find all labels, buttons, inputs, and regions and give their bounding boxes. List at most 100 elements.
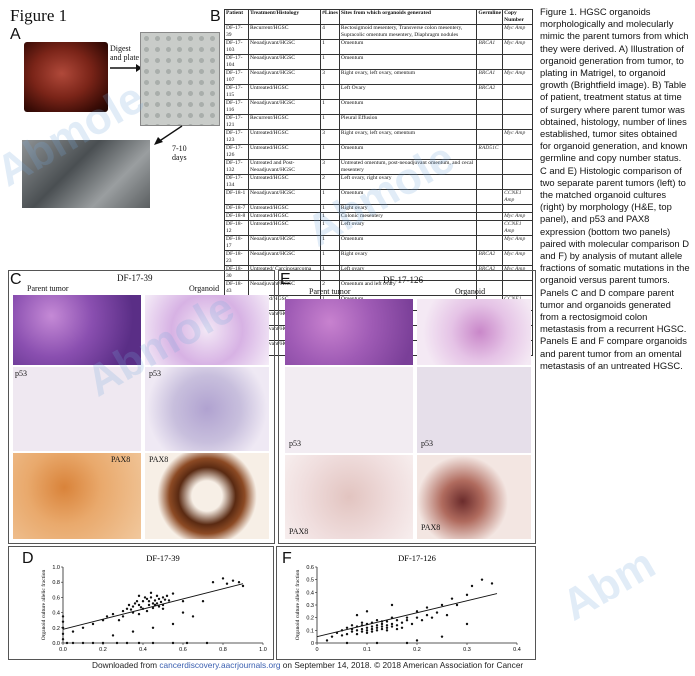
col-patient: Patient xyxy=(224,9,249,25)
data-point xyxy=(350,630,354,633)
cell-copy-number xyxy=(502,84,533,100)
data-point xyxy=(405,616,409,619)
cell-lines: 1 xyxy=(320,39,340,55)
cell-germline xyxy=(476,24,504,40)
data-point xyxy=(151,626,155,629)
cell-treatment: Neoadjuvant/HGSC xyxy=(247,99,322,115)
cell-germline: BRCA2 xyxy=(476,250,504,266)
cell-treatment: Neoadjuvant/HGSC xyxy=(247,54,322,70)
cell-treatment: Neoadjuvant/HGSC xyxy=(247,189,322,205)
data-point xyxy=(345,632,349,636)
cell-germline xyxy=(476,114,504,130)
c-parent-he-image xyxy=(13,295,141,365)
data-point xyxy=(415,610,419,613)
panel-f: DF-17-126 Organoid culture allelic fracti… xyxy=(276,546,536,660)
data-point xyxy=(157,605,161,608)
cell-germline: BRCA1 xyxy=(476,69,504,85)
data-point xyxy=(465,593,469,597)
data-point xyxy=(171,641,175,645)
cell-treatment: Neoadjuvant/HGSC xyxy=(247,235,322,251)
cell-lines: 3 xyxy=(320,129,340,145)
data-point xyxy=(410,622,414,626)
y-tick-label: 0.6 xyxy=(306,565,314,571)
cell-lines: 1 xyxy=(320,54,340,70)
c-organoid-pax8-image xyxy=(145,453,269,539)
x-tick-label: 0.4 xyxy=(139,647,147,653)
data-point xyxy=(390,625,394,628)
col-germline: Germline xyxy=(476,9,504,25)
plate-photo xyxy=(140,32,220,126)
panel-e-label: E xyxy=(280,271,291,288)
footer-prefix: Downloaded from xyxy=(92,660,160,670)
data-point xyxy=(465,622,469,626)
data-point xyxy=(345,626,349,629)
table-row: DF-18-23 Neoadjuvant/HGSC 1 Right ovary BRCA… xyxy=(224,250,533,266)
cell-patient: DF-17-121 xyxy=(224,114,249,130)
data-point xyxy=(375,624,379,627)
data-point xyxy=(191,615,195,618)
data-point xyxy=(400,626,404,629)
data-point xyxy=(440,635,444,638)
data-point xyxy=(181,611,185,614)
data-point xyxy=(61,632,65,636)
table-row: DF-17-104 Neoadjuvant/HGSC 1 Omentum xyxy=(224,54,533,70)
y-tick-label: 0.6 xyxy=(52,595,60,601)
cell-treatment: Neoadjuvant/HGSC xyxy=(247,39,322,55)
data-point xyxy=(400,621,404,624)
e-parent-pax8-label: PAX8 xyxy=(289,527,309,536)
cell-sites: Pleural Effusion xyxy=(338,114,478,130)
panel-e-organoid-label: Organoid xyxy=(455,287,486,296)
data-point xyxy=(145,597,149,601)
data-point xyxy=(440,603,444,607)
data-point xyxy=(385,626,389,629)
c-parent-p53-image xyxy=(13,367,141,451)
x-tick-label: 1.0 xyxy=(259,647,267,653)
cell-patient: DF-17-134 xyxy=(224,174,249,190)
cell-patient: DF-18-43 xyxy=(224,280,249,296)
cell-patient: DF-18-17 xyxy=(224,235,249,251)
x-tick-label: 0.0 xyxy=(59,647,67,653)
cell-germline xyxy=(476,235,504,251)
data-point xyxy=(345,641,349,645)
data-point xyxy=(121,615,125,618)
cell-copy-number: Myc Amp xyxy=(502,39,533,55)
cell-germline xyxy=(476,174,504,190)
data-point xyxy=(181,600,185,603)
data-point xyxy=(163,598,167,601)
figure-title: Figure 1 xyxy=(10,6,68,25)
y-tick-label: 0 xyxy=(311,641,314,647)
data-point xyxy=(365,626,369,629)
data-point xyxy=(61,615,65,618)
y-tick-label: 0.4 xyxy=(306,590,314,596)
x-tick-label: 0.8 xyxy=(219,647,227,653)
cell-germline xyxy=(476,220,504,236)
data-point xyxy=(149,596,153,599)
digest-plate-label: Digest and plate xyxy=(110,44,140,62)
scatter-chart-d: DF-17-39 Organoid culture allelic fractio… xyxy=(40,553,267,653)
data-point xyxy=(390,603,394,607)
data-point xyxy=(143,596,147,599)
e-organoid-he-image xyxy=(417,299,531,365)
cell-copy-number xyxy=(502,99,533,115)
data-point xyxy=(157,597,161,601)
table-row: DF-17-103 Neoadjuvant/HGSC 1 Omentum BRCA1 My… xyxy=(224,39,533,55)
e-parent-p53-label: p53 xyxy=(289,439,301,448)
data-point xyxy=(370,625,374,628)
cell-treatment: Neoadjuvant/HGSC xyxy=(247,280,322,296)
data-point xyxy=(365,629,369,632)
cell-treatment: Recurrent/HGSC xyxy=(247,114,322,130)
cell-patient: DF-17-104 xyxy=(224,54,249,70)
cell-germline xyxy=(476,189,504,205)
data-point xyxy=(330,635,334,638)
footer-journal-link[interactable]: cancerdiscovery.aacrjournals.org xyxy=(159,660,281,670)
data-point xyxy=(155,602,159,605)
data-point xyxy=(131,630,135,633)
cell-copy-number xyxy=(502,114,533,130)
cell-sites: Right ovary xyxy=(338,250,478,266)
data-point xyxy=(490,582,494,585)
y-tick-label: 0.4 xyxy=(52,611,60,617)
cell-germline: RAD51C xyxy=(476,144,504,160)
cell-treatment: Untreated/HGSC xyxy=(247,174,322,190)
cell-treatment: Untreated and Post-Neoadjuvant/HGSC xyxy=(247,159,322,175)
data-point xyxy=(470,584,474,588)
